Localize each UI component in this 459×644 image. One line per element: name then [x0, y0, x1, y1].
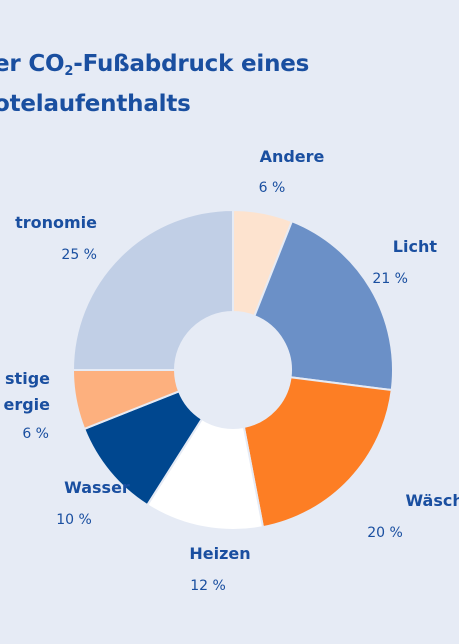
- chart-labels: Andere 6 % Licht 21 % Wäsche20 % Heizen 12 % Wa…: [3, 147, 459, 594]
- value-tronomie: 25 %: [61, 247, 97, 263]
- value-wäsche: 20 %: [367, 525, 403, 541]
- slice-heizen: [145, 417, 265, 531]
- label-stige-ergie-line-1: stige: [5, 369, 50, 388]
- label-andere: Andere: [260, 147, 325, 166]
- value-licht: 21 %: [372, 271, 408, 287]
- slice-tronomie: [71, 208, 234, 371]
- chart-slices: [71, 208, 394, 531]
- label-tronomie: tronomie: [15, 213, 97, 232]
- slice-licht: [253, 219, 394, 392]
- label-heizen: Heizen: [189, 544, 250, 563]
- title-text-part-2: -Fußabdruck eines: [73, 51, 310, 77]
- chart-title: er CO2-Fußabdruck eines otelaufenthalts: [0, 48, 309, 121]
- label-licht: Licht: [393, 237, 438, 256]
- value-stige-ergie: 6 %: [22, 426, 49, 442]
- title-subscript: 2: [64, 64, 74, 79]
- title-line-1: er CO2-Fußabdruck eines: [0, 48, 309, 88]
- slice-wäsche: [242, 376, 393, 529]
- value-heizen: 12 %: [190, 578, 226, 594]
- label-wasser: Wasser: [64, 478, 130, 497]
- title-text-part-1: er CO: [0, 51, 65, 77]
- label-wäsche: Wäsche: [405, 491, 459, 510]
- value-andere: 6 %: [259, 180, 286, 196]
- value-wasser: 10 %: [56, 512, 92, 528]
- label-stige-ergie-line-2: ergie: [3, 395, 50, 414]
- title-line-2: otelaufenthalts: [0, 91, 191, 117]
